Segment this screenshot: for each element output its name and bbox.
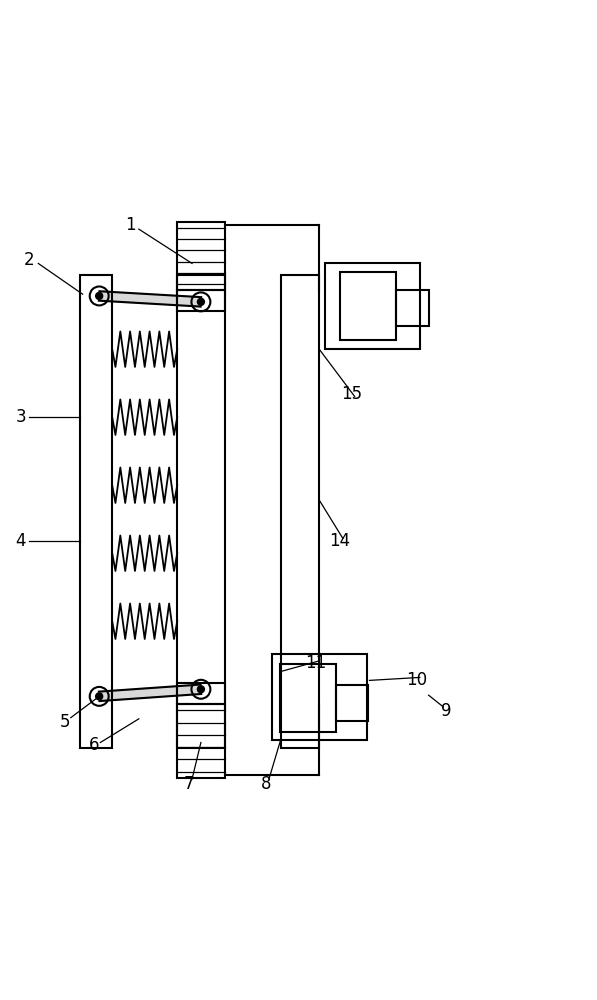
Bar (177, 290, 224, 311)
Text: 4: 4 (16, 532, 26, 550)
Text: 2: 2 (24, 251, 35, 269)
Circle shape (198, 686, 204, 693)
Bar (272, 654, 367, 740)
Bar (79, 275, 112, 748)
Polygon shape (99, 685, 201, 701)
Bar (177, 704, 224, 778)
Text: 9: 9 (441, 702, 451, 720)
Polygon shape (99, 291, 201, 307)
Text: 10: 10 (406, 671, 427, 689)
Circle shape (96, 693, 103, 700)
Text: 3: 3 (15, 408, 26, 426)
Text: 5: 5 (60, 713, 70, 731)
Text: 6: 6 (89, 736, 100, 754)
Bar (396, 290, 429, 326)
Circle shape (96, 292, 103, 300)
Text: 8: 8 (261, 775, 271, 793)
Bar (177, 683, 224, 704)
Bar (336, 685, 368, 721)
Bar (340, 272, 396, 340)
Bar (177, 275, 224, 748)
Text: 11: 11 (306, 654, 327, 672)
Bar (325, 263, 420, 349)
Bar (279, 664, 336, 732)
Bar (281, 275, 319, 748)
Text: 15: 15 (341, 385, 362, 403)
Text: 7: 7 (184, 775, 195, 793)
Text: 14: 14 (330, 532, 350, 550)
Bar (177, 222, 224, 290)
Circle shape (198, 298, 204, 305)
Text: 1: 1 (125, 216, 136, 234)
